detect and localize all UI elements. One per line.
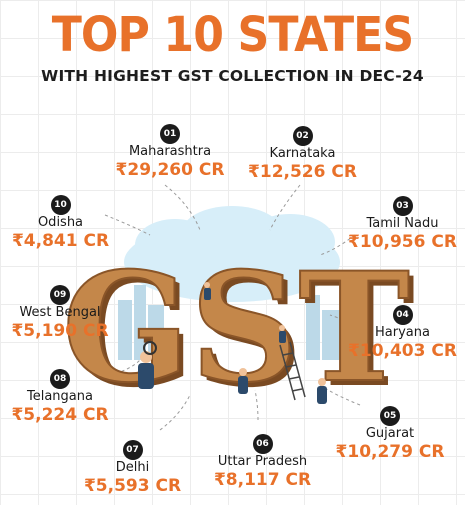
city-skyline [118, 285, 340, 360]
rank-badge: 05 [380, 406, 400, 426]
state-name: Haryana [375, 325, 430, 340]
rank-badge: 04 [392, 305, 413, 325]
gst-value: ₹10,403 CR [348, 341, 457, 361]
gst-value: ₹10,279 CR [335, 442, 445, 462]
state-card: 08 Telangana ₹5,224 CR [10, 366, 110, 425]
gst-value: ₹10,956 CR [348, 232, 457, 252]
rank-badge: 06 [252, 434, 273, 454]
page-title: TOP 10 STATES [51, 7, 415, 63]
state-name: West Bengal [19, 305, 101, 320]
state-name: Delhi [115, 460, 150, 475]
state-name: Telangana [27, 389, 93, 404]
state-card: 04 Haryana ₹10,403 CR [345, 302, 460, 361]
state-name: Uttar Pradesh [217, 454, 308, 469]
page-subtitle: WITH HIGHEST GST COLLECTION IN DEC-24 [41, 67, 424, 85]
state-card: 01 Maharashtra ₹29,260 CR [95, 121, 245, 180]
gst-letters: GST [62, 240, 410, 416]
gst-value: ₹5,593 CR [83, 476, 182, 496]
rank-badge: 01 [160, 124, 180, 144]
state-card: 05 Gujarat ₹10,279 CR [335, 403, 445, 462]
gst-value: ₹8,117 CR [213, 470, 312, 490]
state-name: Maharashtra [128, 144, 212, 159]
state-name: Tamil Nadu [366, 216, 439, 231]
state-name: Karnataka [269, 146, 336, 161]
state-card: 02 Karnataka ₹12,526 CR [245, 123, 360, 182]
gst-value: ₹29,260 CR [115, 160, 225, 180]
state-card: 06 Uttar Pradesh ₹8,117 CR [205, 431, 320, 490]
gst-value: ₹5,224 CR [11, 405, 109, 425]
rank-badge: 07 [122, 440, 143, 460]
state-card: 03 Tamil Nadu ₹10,956 CR [345, 193, 460, 252]
rank-badge: 10 [50, 195, 71, 215]
cloud-backdrop [124, 206, 340, 302]
gst-value: ₹4,841 CR [11, 231, 110, 251]
gst-value: ₹12,526 CR [248, 162, 357, 182]
state-name: Gujarat [365, 426, 415, 441]
rank-badge: 09 [50, 285, 70, 305]
rank-badge: 08 [50, 369, 70, 389]
state-name: Odisha [37, 215, 84, 230]
state-card: 10 Odisha ₹4,841 CR [8, 192, 113, 251]
rank-badge: 03 [392, 196, 413, 216]
rank-badge: 02 [292, 126, 313, 146]
connector-lines [89, 184, 366, 431]
gst-value: ₹5,190 CR [11, 321, 109, 341]
worker-figures [138, 282, 327, 404]
state-card: 09 West Bengal ₹5,190 CR [5, 282, 115, 341]
ladder [279, 341, 306, 401]
state-card: 07 Delhi ₹5,593 CR [80, 437, 185, 496]
